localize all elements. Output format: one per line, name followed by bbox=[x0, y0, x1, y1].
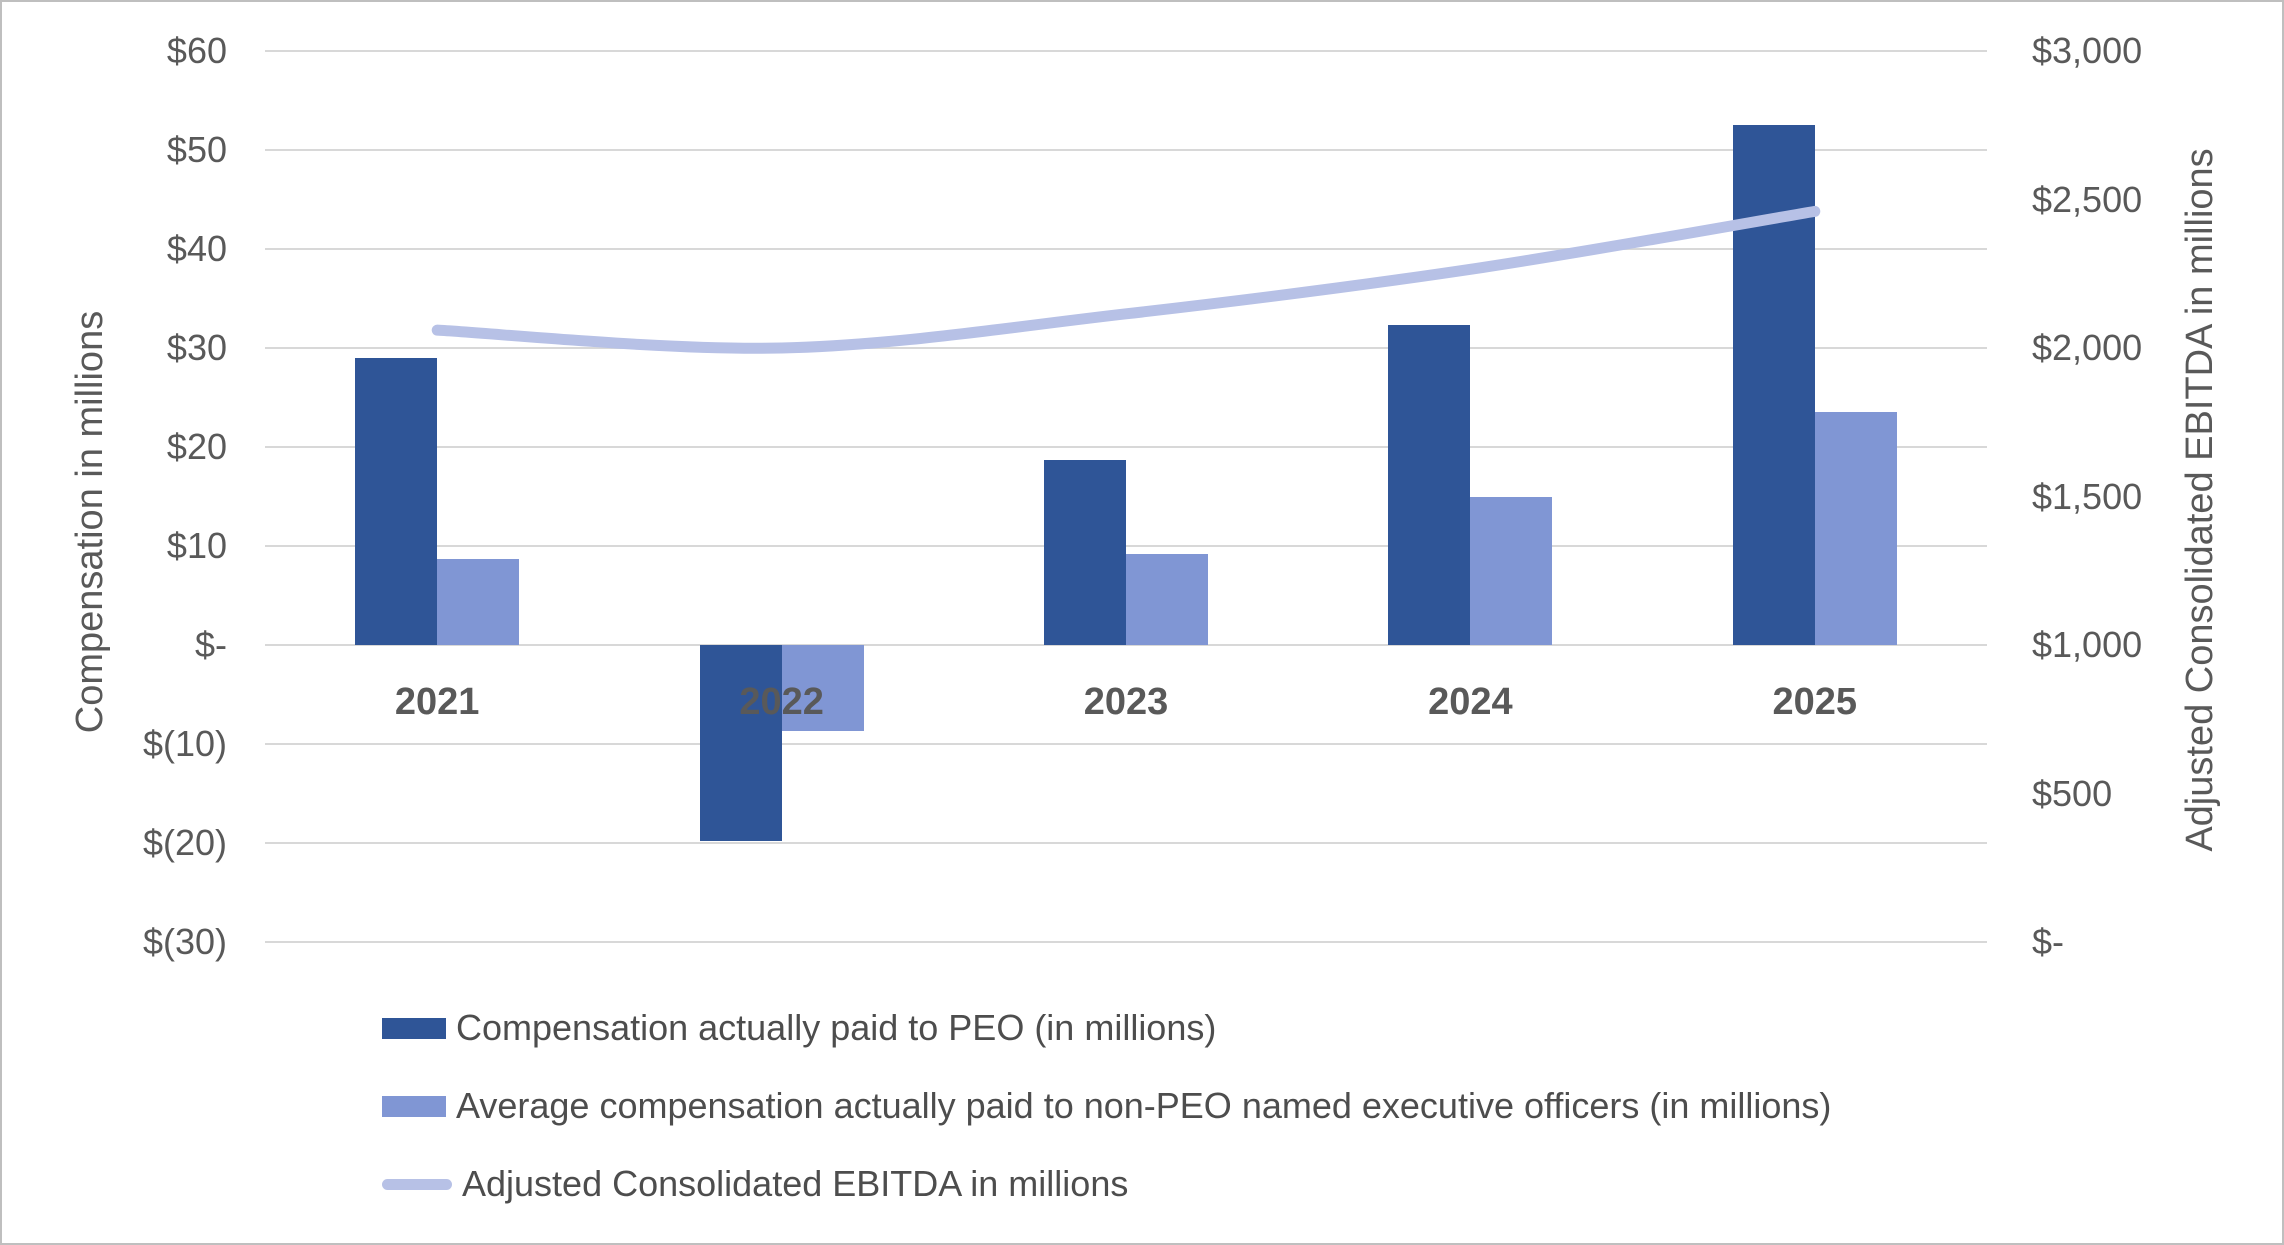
x-axis-label-2023: 2023 bbox=[1083, 681, 1169, 723]
left-axis-tick-label: $50 bbox=[166, 129, 227, 170]
legend-item: Compensation actually paid to PEO (in mi… bbox=[382, 1008, 1216, 1048]
ebitda-line bbox=[431, 205, 1821, 354]
left-axis-tick-label: $60 bbox=[166, 30, 227, 71]
right-axis-tick-label: $2,000 bbox=[2032, 327, 2143, 368]
legend-bar-swatch bbox=[382, 1017, 446, 1039]
right-axis-tick-label: $2,500 bbox=[2032, 178, 2143, 220]
gridline bbox=[265, 545, 1987, 547]
gridline bbox=[265, 842, 1987, 844]
left-axis-tick-label: $20 bbox=[166, 426, 227, 467]
x-axis-label-2022: 2022 bbox=[739, 681, 824, 723]
gridline bbox=[265, 50, 1987, 52]
left-axis-tick-label: $40 bbox=[166, 228, 227, 269]
x-axis-label-2024: 2024 bbox=[1428, 681, 1513, 723]
right-axis-tick-label: $1,500 bbox=[2032, 475, 2143, 517]
bar-non-peo-2024 bbox=[1470, 496, 1553, 645]
x-axis-label-2025: 2025 bbox=[1772, 681, 1858, 723]
legend-label: Adjusted Consolidated EBITDA in millions bbox=[462, 1163, 1129, 1204]
bar-peo-2024 bbox=[1388, 325, 1471, 645]
left-axis-tick-label: $- bbox=[194, 624, 227, 665]
gridline bbox=[265, 248, 1987, 250]
right-axis-tick-label: $500 bbox=[2032, 772, 2113, 814]
left-axis-tick-label: $30 bbox=[166, 327, 227, 368]
bar-peo-2021 bbox=[355, 357, 438, 645]
legend-item: Adjusted Consolidated EBITDA in millions bbox=[382, 1164, 1128, 1204]
bar-non-peo-2025 bbox=[1814, 412, 1897, 645]
legend-line-swatch bbox=[382, 1178, 452, 1190]
legend-label: Compensation actually paid to PEO (in mi… bbox=[456, 1007, 1217, 1048]
left-axis-tick-label: $(10) bbox=[142, 723, 227, 764]
gridline bbox=[265, 743, 1987, 745]
right-axis-tick-label: $- bbox=[2032, 921, 2065, 962]
right-axis-tick-label: $3,000 bbox=[2032, 30, 2143, 71]
legend-bar-swatch bbox=[382, 1095, 446, 1117]
x-axis-label-2021: 2021 bbox=[394, 681, 480, 723]
left-axis-tick-label: $10 bbox=[166, 525, 227, 566]
bar-non-peo-2022 bbox=[781, 645, 864, 732]
bar-non-peo-2021 bbox=[437, 558, 520, 645]
gridline bbox=[265, 446, 1987, 448]
bar-non-peo-2023 bbox=[1126, 553, 1208, 645]
left-axis-tick-label: $(30) bbox=[142, 921, 227, 962]
legend-label: Average compensation actually paid to no… bbox=[456, 1085, 1832, 1126]
gridline bbox=[265, 347, 1987, 349]
gridline bbox=[265, 941, 1987, 943]
gridline bbox=[265, 644, 1987, 646]
legend-item: Average compensation actually paid to no… bbox=[382, 1086, 1831, 1126]
left-axis-tick-label: $(20) bbox=[142, 822, 227, 863]
bar-peo-2022 bbox=[699, 645, 782, 842]
bar-peo-2023 bbox=[1044, 459, 1126, 645]
right-axis-tick-label: $1,000 bbox=[2032, 624, 2143, 665]
gridline bbox=[265, 149, 1987, 151]
